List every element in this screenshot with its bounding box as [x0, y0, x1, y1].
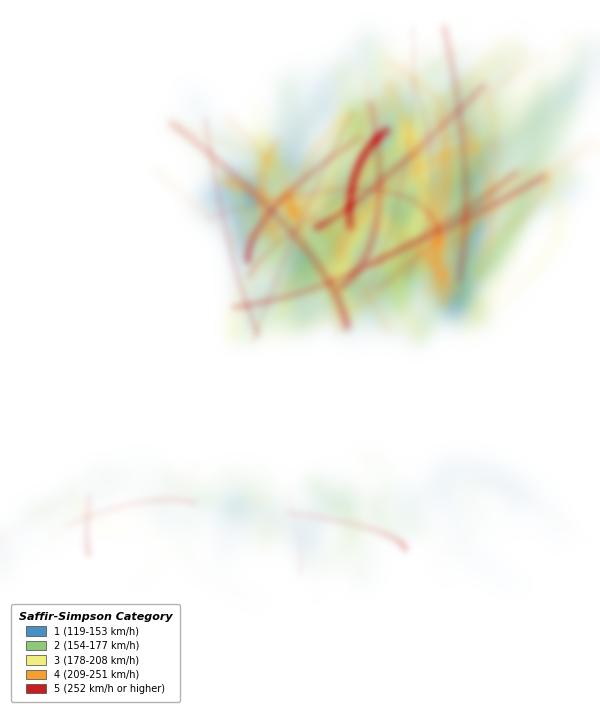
- Legend: 1 (119-153 km/h), 2 (154-177 km/h), 3 (178-208 km/h), 4 (209-251 km/h), 5 (252 k: 1 (119-153 km/h), 2 (154-177 km/h), 3 (1…: [11, 604, 180, 702]
